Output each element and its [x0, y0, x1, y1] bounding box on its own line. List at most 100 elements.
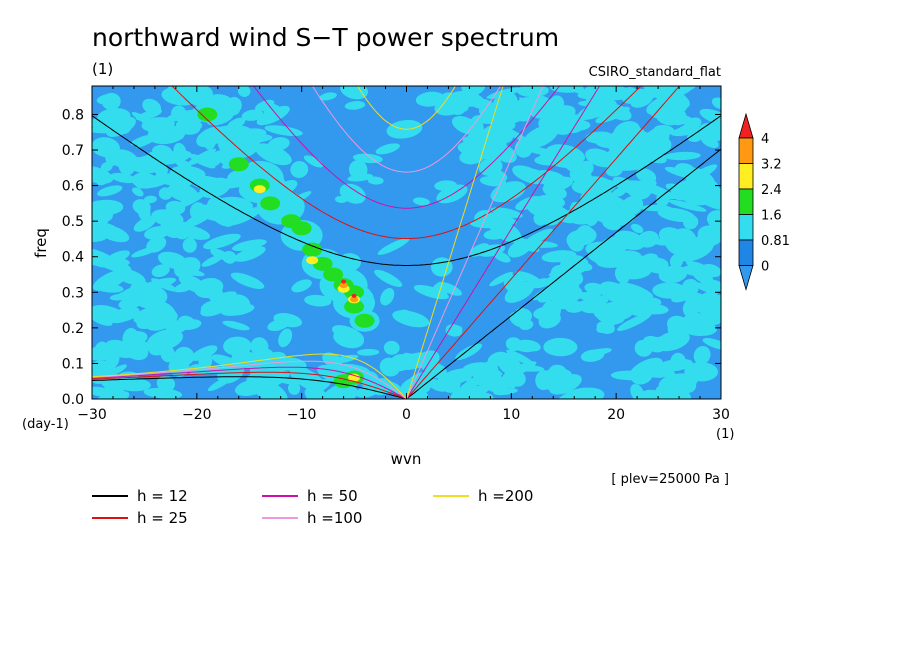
field-patch [535, 194, 566, 209]
y-tick-label: 0.6 [62, 179, 84, 195]
field-patch [344, 101, 366, 110]
y-axis-label: freq [32, 228, 50, 258]
kelvin-curve [406, 148, 721, 399]
field-patch [95, 173, 110, 186]
field-patch [188, 153, 216, 169]
field-patch [545, 144, 586, 165]
colorbar-label: 0 [761, 260, 769, 275]
rossby-curve [92, 371, 407, 399]
field-patch [652, 282, 687, 299]
field-patch [212, 214, 233, 227]
field-patch [118, 156, 136, 176]
field-patch [459, 378, 481, 392]
field-patch [603, 287, 617, 299]
field-patch [543, 337, 578, 357]
field-patch [517, 86, 549, 98]
field-patch [615, 148, 650, 165]
field-patch [669, 376, 695, 387]
field-patch [592, 179, 617, 194]
field-patch [143, 195, 157, 204]
field-patch [309, 379, 331, 393]
field-patch [445, 324, 463, 337]
field-patch [514, 97, 532, 110]
field-patch [146, 310, 178, 331]
x-tick-label: 20 [607, 407, 625, 423]
x-tick-label: −20 [182, 407, 212, 423]
field-patch [591, 86, 631, 101]
band-high-patch [354, 313, 375, 328]
field-patch [490, 207, 523, 219]
field-patch [586, 253, 615, 268]
field-patch [160, 345, 175, 363]
field-patch [699, 108, 721, 126]
units-label: (1) [92, 60, 113, 78]
field-patch [172, 86, 198, 96]
field-patch [577, 299, 603, 314]
y-tick-label: 0.4 [62, 250, 84, 266]
field-patch [241, 109, 264, 121]
field-patch [604, 199, 625, 217]
band-peak-patch [350, 296, 359, 303]
band-high-patch [302, 242, 323, 257]
field-patch [549, 374, 582, 395]
field-patch [114, 115, 132, 135]
field-patch [332, 325, 364, 343]
field-patch [105, 250, 130, 264]
field-patch [94, 341, 108, 357]
model-label: CSIRO_standard_flat [589, 65, 721, 80]
field-patch [529, 278, 553, 289]
band-high-patch [344, 299, 365, 314]
field-patch [133, 306, 160, 323]
field-patch [594, 136, 619, 149]
field-patch [94, 283, 124, 293]
field-patch [319, 92, 337, 101]
field-patch [503, 274, 528, 295]
legend-label: h = 25 [137, 509, 188, 527]
field-patch [254, 143, 292, 166]
curve-legend: h = 12 h = 25 h = 50 h =100 h =200 [92, 487, 533, 527]
field-patch [110, 172, 137, 184]
field-patch [97, 185, 123, 197]
field-patch [130, 134, 153, 146]
gravity-curve [92, 115, 721, 266]
field-patch [698, 304, 721, 327]
band-high-patch [197, 107, 218, 122]
field-patch [619, 282, 654, 299]
field-patch [174, 190, 209, 210]
field-patch [668, 86, 692, 95]
field-patch [291, 279, 312, 293]
x-tick-label: 10 [502, 407, 520, 423]
band-high-patch [260, 196, 281, 211]
band-peak-patch [253, 185, 266, 194]
field-patch [158, 187, 173, 200]
field-patch [287, 381, 301, 395]
field-patch [595, 106, 631, 124]
colorbar-swatch [738, 214, 754, 241]
field-patch [502, 372, 515, 385]
x-tick-label: 30 [712, 407, 730, 423]
field-patch [198, 351, 213, 371]
kelvin-curve [406, 86, 504, 399]
field-patch [620, 195, 644, 216]
field-patch [625, 296, 649, 317]
field-patch [303, 155, 324, 168]
field-patch [375, 143, 400, 155]
field-patch [686, 261, 709, 271]
field-patch [340, 86, 368, 100]
x-unit-label: (1) [716, 427, 734, 442]
rossby-curve [92, 353, 407, 399]
y-tick-label: 0.2 [62, 321, 84, 337]
field-patch [415, 91, 445, 107]
field-patch [580, 349, 605, 362]
field-patch [142, 98, 162, 115]
field-patch [413, 197, 430, 206]
band-peak-patch [341, 279, 347, 284]
band-peak-patch [306, 256, 319, 265]
field-patch [650, 128, 664, 146]
field-patch [233, 246, 266, 262]
level-note: [ plev=25000 Pa ] [611, 472, 729, 487]
field-patch [93, 119, 118, 132]
field-patch [322, 386, 359, 399]
field-patch [146, 236, 167, 253]
band-peak-patch [351, 293, 357, 298]
